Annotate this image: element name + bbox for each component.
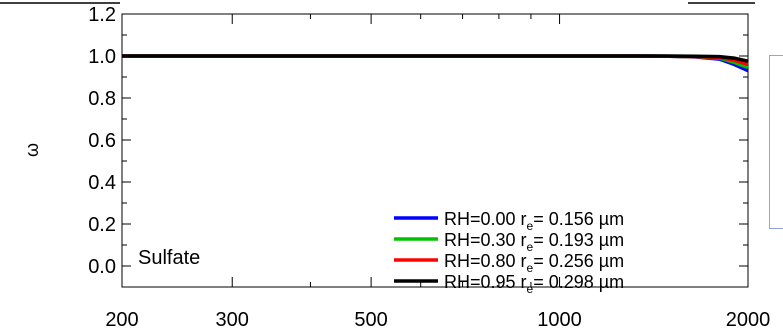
legend-label-2: RH=0.80 re= 0.256 µm <box>444 251 624 275</box>
side-panel <box>769 55 783 229</box>
y-axis-label: ω <box>22 143 42 157</box>
series-line-3 <box>122 54 749 63</box>
y-tick-label: 0.0 <box>88 256 116 278</box>
x-tick-label: 1000 <box>537 309 582 331</box>
y-tick-label: 0.8 <box>88 88 116 110</box>
y-tick-label: 0.6 <box>88 130 116 152</box>
legend-label-0: RH=0.00 re= 0.156 µm <box>444 209 624 233</box>
series-lines <box>122 54 749 73</box>
y-tick-label: 0.2 <box>88 214 116 236</box>
legend-label-1: RH=0.30 re= 0.193 µm <box>444 230 624 254</box>
x-tick-labels: 200 300 500 1000 2000 <box>105 309 770 331</box>
y-tick-label: 0.4 <box>88 172 116 194</box>
x-tick-label: 2000 <box>726 309 771 331</box>
series-line-0 <box>122 54 749 73</box>
x-tick-label: 500 <box>354 309 387 331</box>
x-tick-label: 200 <box>105 309 138 331</box>
plot-frame <box>121 13 749 288</box>
y-tick-label: 1.2 <box>88 4 116 26</box>
legend-label-3: RH=0.95 re= 0.298 µm <box>444 272 624 296</box>
y-tick-labels: 0.0 0.2 0.4 0.6 0.8 1.0 1.2 <box>88 4 116 278</box>
sulfate-annotation: Sulfate <box>138 247 200 269</box>
x-tick-label: 300 <box>216 309 249 331</box>
y-tick-label: 1.0 <box>88 46 116 68</box>
